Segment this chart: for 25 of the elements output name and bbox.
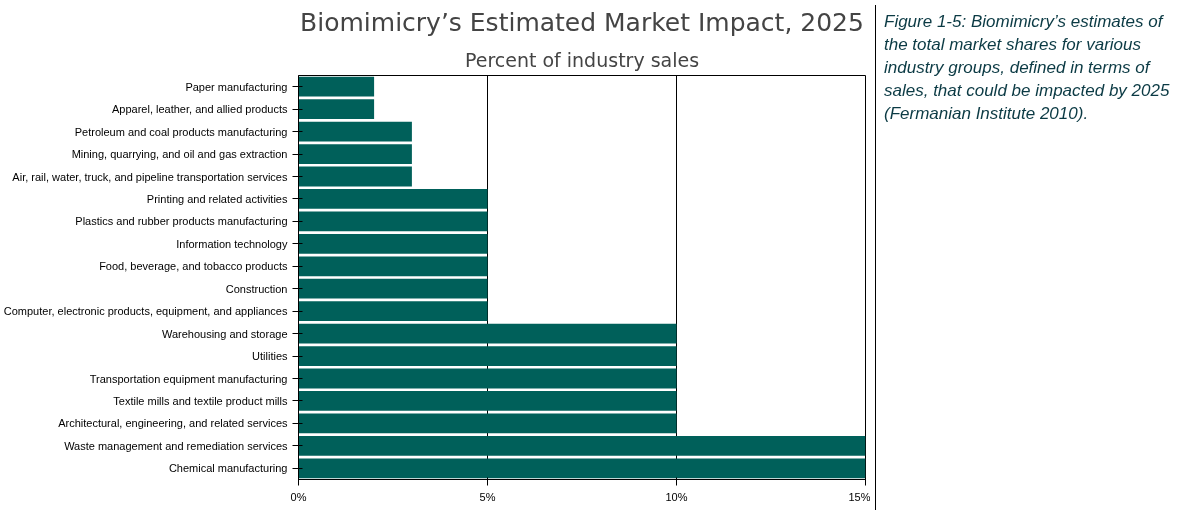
y-tick-label: Petroleum and coal products manufacturing — [74, 125, 288, 138]
y-tick-label: Plastics and rubber products manufacturing — [75, 215, 288, 228]
y-tick-label: Computer, electronic products, equipment, and appliances — [3, 305, 288, 318]
y-tick-label: Paper manufacturing — [185, 80, 288, 93]
y-tick-label: Warehousing and storage — [161, 327, 288, 340]
y-tick-label: Food, beverage, and tobacco products — [99, 260, 288, 273]
chart-title: Biomimicry’s Estimated Market Impact, 2025 — [300, 7, 864, 37]
chart-subtitle: Percent of industry sales — [464, 48, 700, 71]
y-tick-label: Construction — [225, 282, 288, 295]
y-tick-label: Waste management and remediation services — [64, 439, 288, 452]
x-tick-label: 10% — [665, 490, 688, 503]
y-tick-label: Chemical manufacturing — [168, 462, 288, 475]
y-tick-label: Mining, quarrying, and oil and gas extraction — [71, 148, 288, 161]
y-tick-label: Transportation equipment manufacturing — [89, 372, 288, 385]
x-tick-label: 0% — [290, 490, 307, 503]
y-tick-label: Apparel, leather, and allied products — [111, 103, 288, 116]
y-tick-label: Utilities — [252, 350, 288, 363]
x-tick-label: 15% — [848, 490, 871, 503]
y-tick-label: Architectural, engineering, and related services — [58, 417, 288, 430]
caption: Figure 1-5: Biomimicry’s estimates of the total market shares for various industry groups, defined in terms of sales, that could be impacted by 2025 (Fermanian Institute 2010). — [883, 11, 1171, 125]
y-tick-label: Printing and related activities — [146, 192, 288, 205]
y-tick-label: Air, rail, water, truck, and pipeline transportation services — [12, 170, 288, 183]
y-tick-label: Information technology — [176, 237, 288, 250]
x-tick-label: 5% — [479, 490, 496, 503]
y-tick-label: Textile mills and textile product mills — [113, 394, 288, 407]
